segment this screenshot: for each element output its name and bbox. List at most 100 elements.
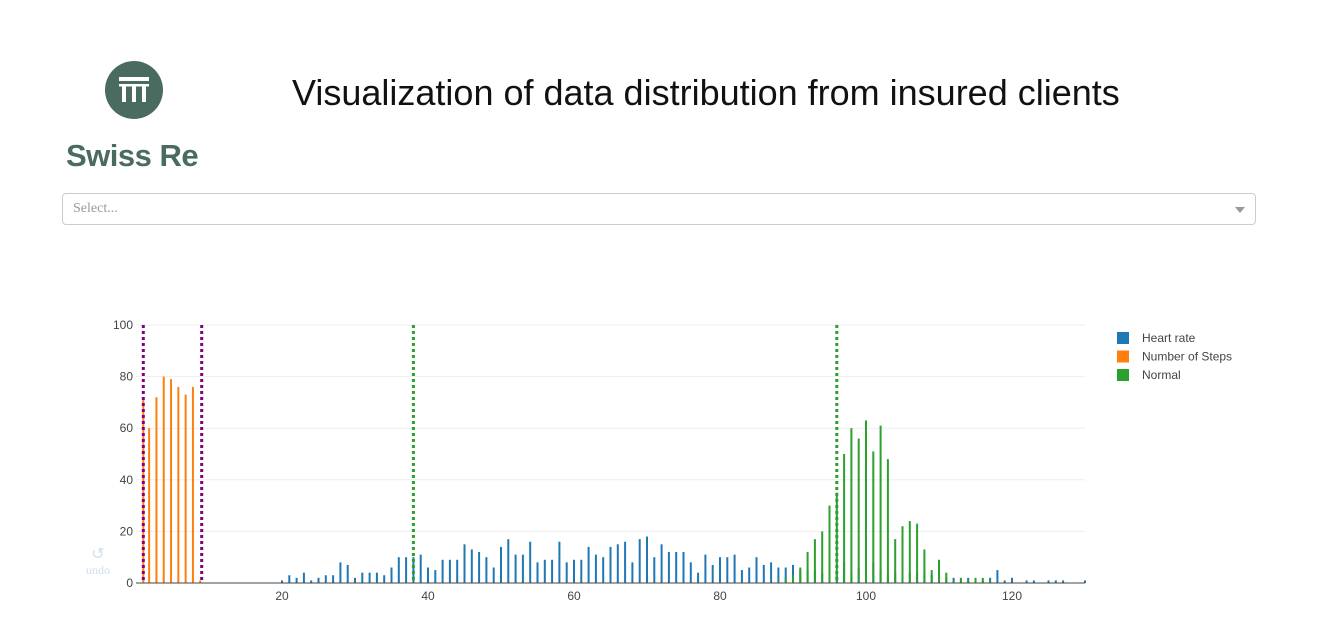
bar <box>667 552 670 583</box>
bar <box>485 557 488 583</box>
bar <box>777 580 780 583</box>
bar <box>456 559 459 583</box>
legend-label: Number of Steps <box>1142 350 1232 364</box>
bar <box>646 536 648 583</box>
legend-label: Normal <box>1142 368 1181 382</box>
bar <box>310 580 313 583</box>
bar <box>529 541 532 583</box>
bar <box>989 580 992 583</box>
bar <box>427 567 429 583</box>
bar <box>405 557 408 583</box>
bar <box>1054 580 1057 583</box>
bar <box>478 552 481 583</box>
bar <box>383 575 386 583</box>
bar <box>792 575 794 583</box>
bar <box>536 562 539 583</box>
bar <box>828 505 831 583</box>
bar <box>653 557 656 583</box>
bar <box>412 557 415 583</box>
bar <box>901 526 904 583</box>
bar <box>872 451 875 583</box>
bar <box>689 562 692 583</box>
x-tick-label: 20 <box>275 589 289 603</box>
y-tick-label: 20 <box>120 524 134 538</box>
y-tick-label: 100 <box>113 318 133 332</box>
chart-grid <box>136 324 1085 532</box>
bar <box>1084 580 1086 583</box>
bar <box>170 379 173 583</box>
bar <box>463 544 466 583</box>
bar <box>354 577 356 583</box>
bar <box>1025 580 1028 583</box>
bar <box>148 428 151 583</box>
logo-text: Swiss Re <box>66 138 199 173</box>
bar <box>967 580 970 583</box>
y-tick-label: 0 <box>126 576 133 590</box>
undo-label: undo <box>86 563 110 577</box>
bar <box>930 570 933 583</box>
bar <box>726 557 729 583</box>
undo-button[interactable]: ↺ undo <box>80 545 116 578</box>
undo-icon: ↺ <box>91 544 105 563</box>
metric-select[interactable]: Select... <box>62 193 1256 225</box>
bar <box>434 570 437 583</box>
threshold-lines <box>141 325 839 583</box>
bar <box>719 557 721 583</box>
bar <box>959 577 962 583</box>
bar <box>850 428 853 583</box>
bar <box>784 567 787 583</box>
chart-axes: 0 20 40 60 80 100 20 40 60 80 100 120 <box>113 318 1085 603</box>
bar <box>332 575 335 583</box>
bar <box>1011 577 1013 583</box>
bar <box>784 577 787 583</box>
bar <box>799 567 802 583</box>
bar <box>346 564 349 583</box>
bar <box>894 539 897 583</box>
bar <box>762 564 765 583</box>
bar <box>558 541 561 583</box>
bar <box>981 577 984 583</box>
bar <box>514 554 517 583</box>
bar <box>288 575 291 583</box>
bar <box>938 559 940 583</box>
bar <box>916 523 919 583</box>
bar <box>594 554 597 583</box>
swiss-re-logo: Swiss Re <box>66 58 206 178</box>
legend-swatch <box>1117 332 1129 344</box>
bar <box>806 552 809 583</box>
bar <box>865 420 867 583</box>
bar <box>821 531 824 583</box>
bar <box>989 577 992 583</box>
bar <box>616 544 619 583</box>
bar <box>295 577 298 583</box>
y-tick-label: 40 <box>120 473 134 487</box>
bar <box>748 567 751 583</box>
bar <box>952 580 955 583</box>
bar <box>792 564 794 583</box>
x-tick-label: 40 <box>421 589 435 603</box>
chart-legend: Heart rate Number of Steps Normal <box>1117 331 1232 382</box>
y-tick-label: 60 <box>120 421 134 435</box>
bar <box>711 564 714 583</box>
bar <box>375 572 378 583</box>
x-tick-label: 120 <box>1002 589 1022 603</box>
bar <box>324 575 327 583</box>
bar <box>1047 580 1050 583</box>
bar <box>470 549 473 583</box>
bar <box>507 539 510 583</box>
bar <box>631 562 634 583</box>
chevron-down-icon[interactable] <box>1235 207 1245 213</box>
bar <box>1032 580 1035 583</box>
bar <box>551 559 554 583</box>
bar <box>602 557 605 583</box>
legend-swatch <box>1117 350 1129 363</box>
bar <box>755 557 758 583</box>
bar <box>843 454 846 583</box>
bar <box>660 544 663 583</box>
bar <box>1003 580 1006 583</box>
bar <box>573 559 575 583</box>
bar <box>945 572 948 583</box>
bar <box>281 580 283 583</box>
bar <box>441 559 444 583</box>
bar <box>675 552 678 583</box>
